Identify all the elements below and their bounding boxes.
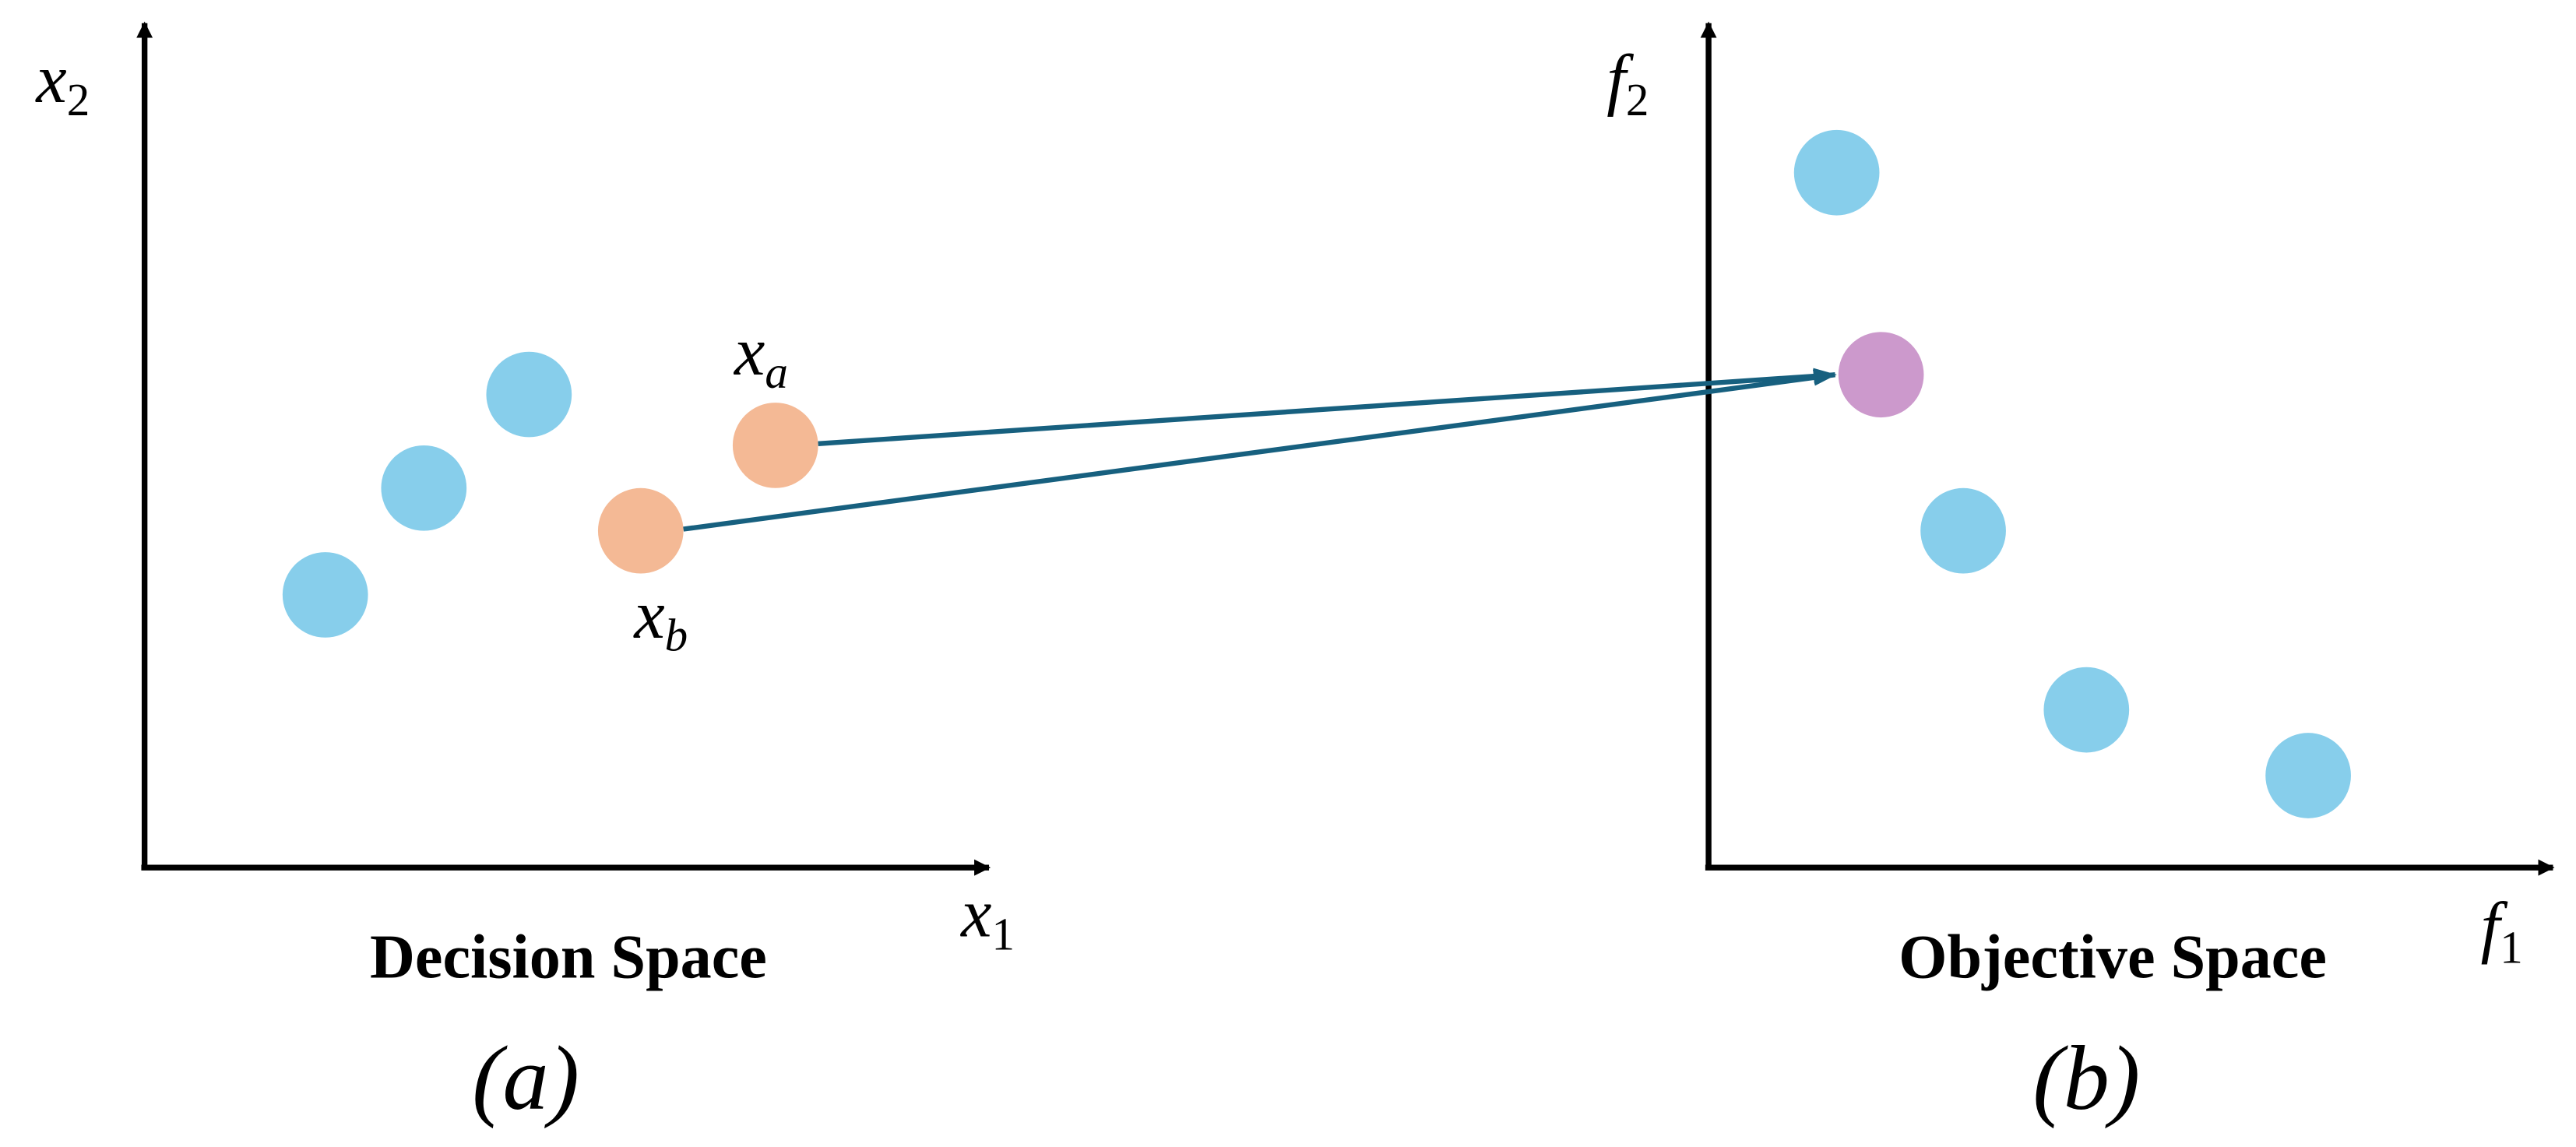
axis-label: x1 — [959, 876, 1015, 960]
panel-tag: (b) — [2032, 1027, 2140, 1129]
point — [282, 552, 368, 638]
point — [381, 445, 467, 531]
axis-label: f1 — [2481, 889, 2523, 973]
point — [2265, 733, 2351, 818]
point — [597, 487, 684, 574]
point — [1920, 487, 2006, 574]
point — [732, 403, 818, 488]
caption: Decision Space — [370, 923, 767, 991]
arrow — [818, 368, 1837, 446]
point — [2043, 667, 2130, 753]
arrow — [683, 369, 1837, 532]
axis-label: x2 — [34, 41, 90, 125]
caption: Objective Space — [1899, 923, 2327, 991]
panel-tag: (a) — [472, 1027, 579, 1129]
point — [486, 351, 572, 438]
point-label: xb — [632, 577, 688, 661]
point — [1793, 129, 1880, 216]
point-label: xa — [733, 314, 788, 398]
point — [1838, 332, 1924, 418]
axis-label: f2 — [1606, 41, 1649, 125]
